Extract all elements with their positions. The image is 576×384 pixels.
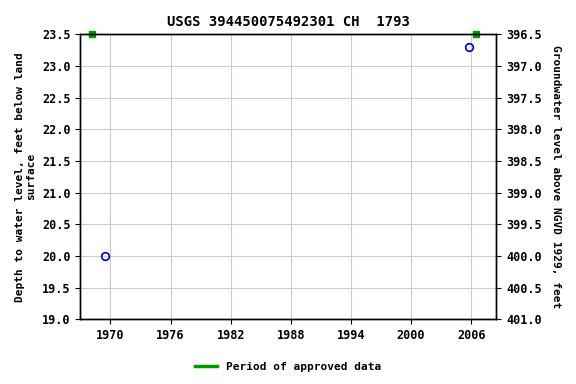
Title: USGS 394450075492301 CH  1793: USGS 394450075492301 CH 1793 xyxy=(167,15,410,29)
Y-axis label: Groundwater level above NGVD 1929, feet: Groundwater level above NGVD 1929, feet xyxy=(551,45,561,308)
Legend: Period of approved data: Period of approved data xyxy=(191,358,385,377)
Y-axis label: Depth to water level, feet below land
surface: Depth to water level, feet below land su… xyxy=(15,52,37,302)
